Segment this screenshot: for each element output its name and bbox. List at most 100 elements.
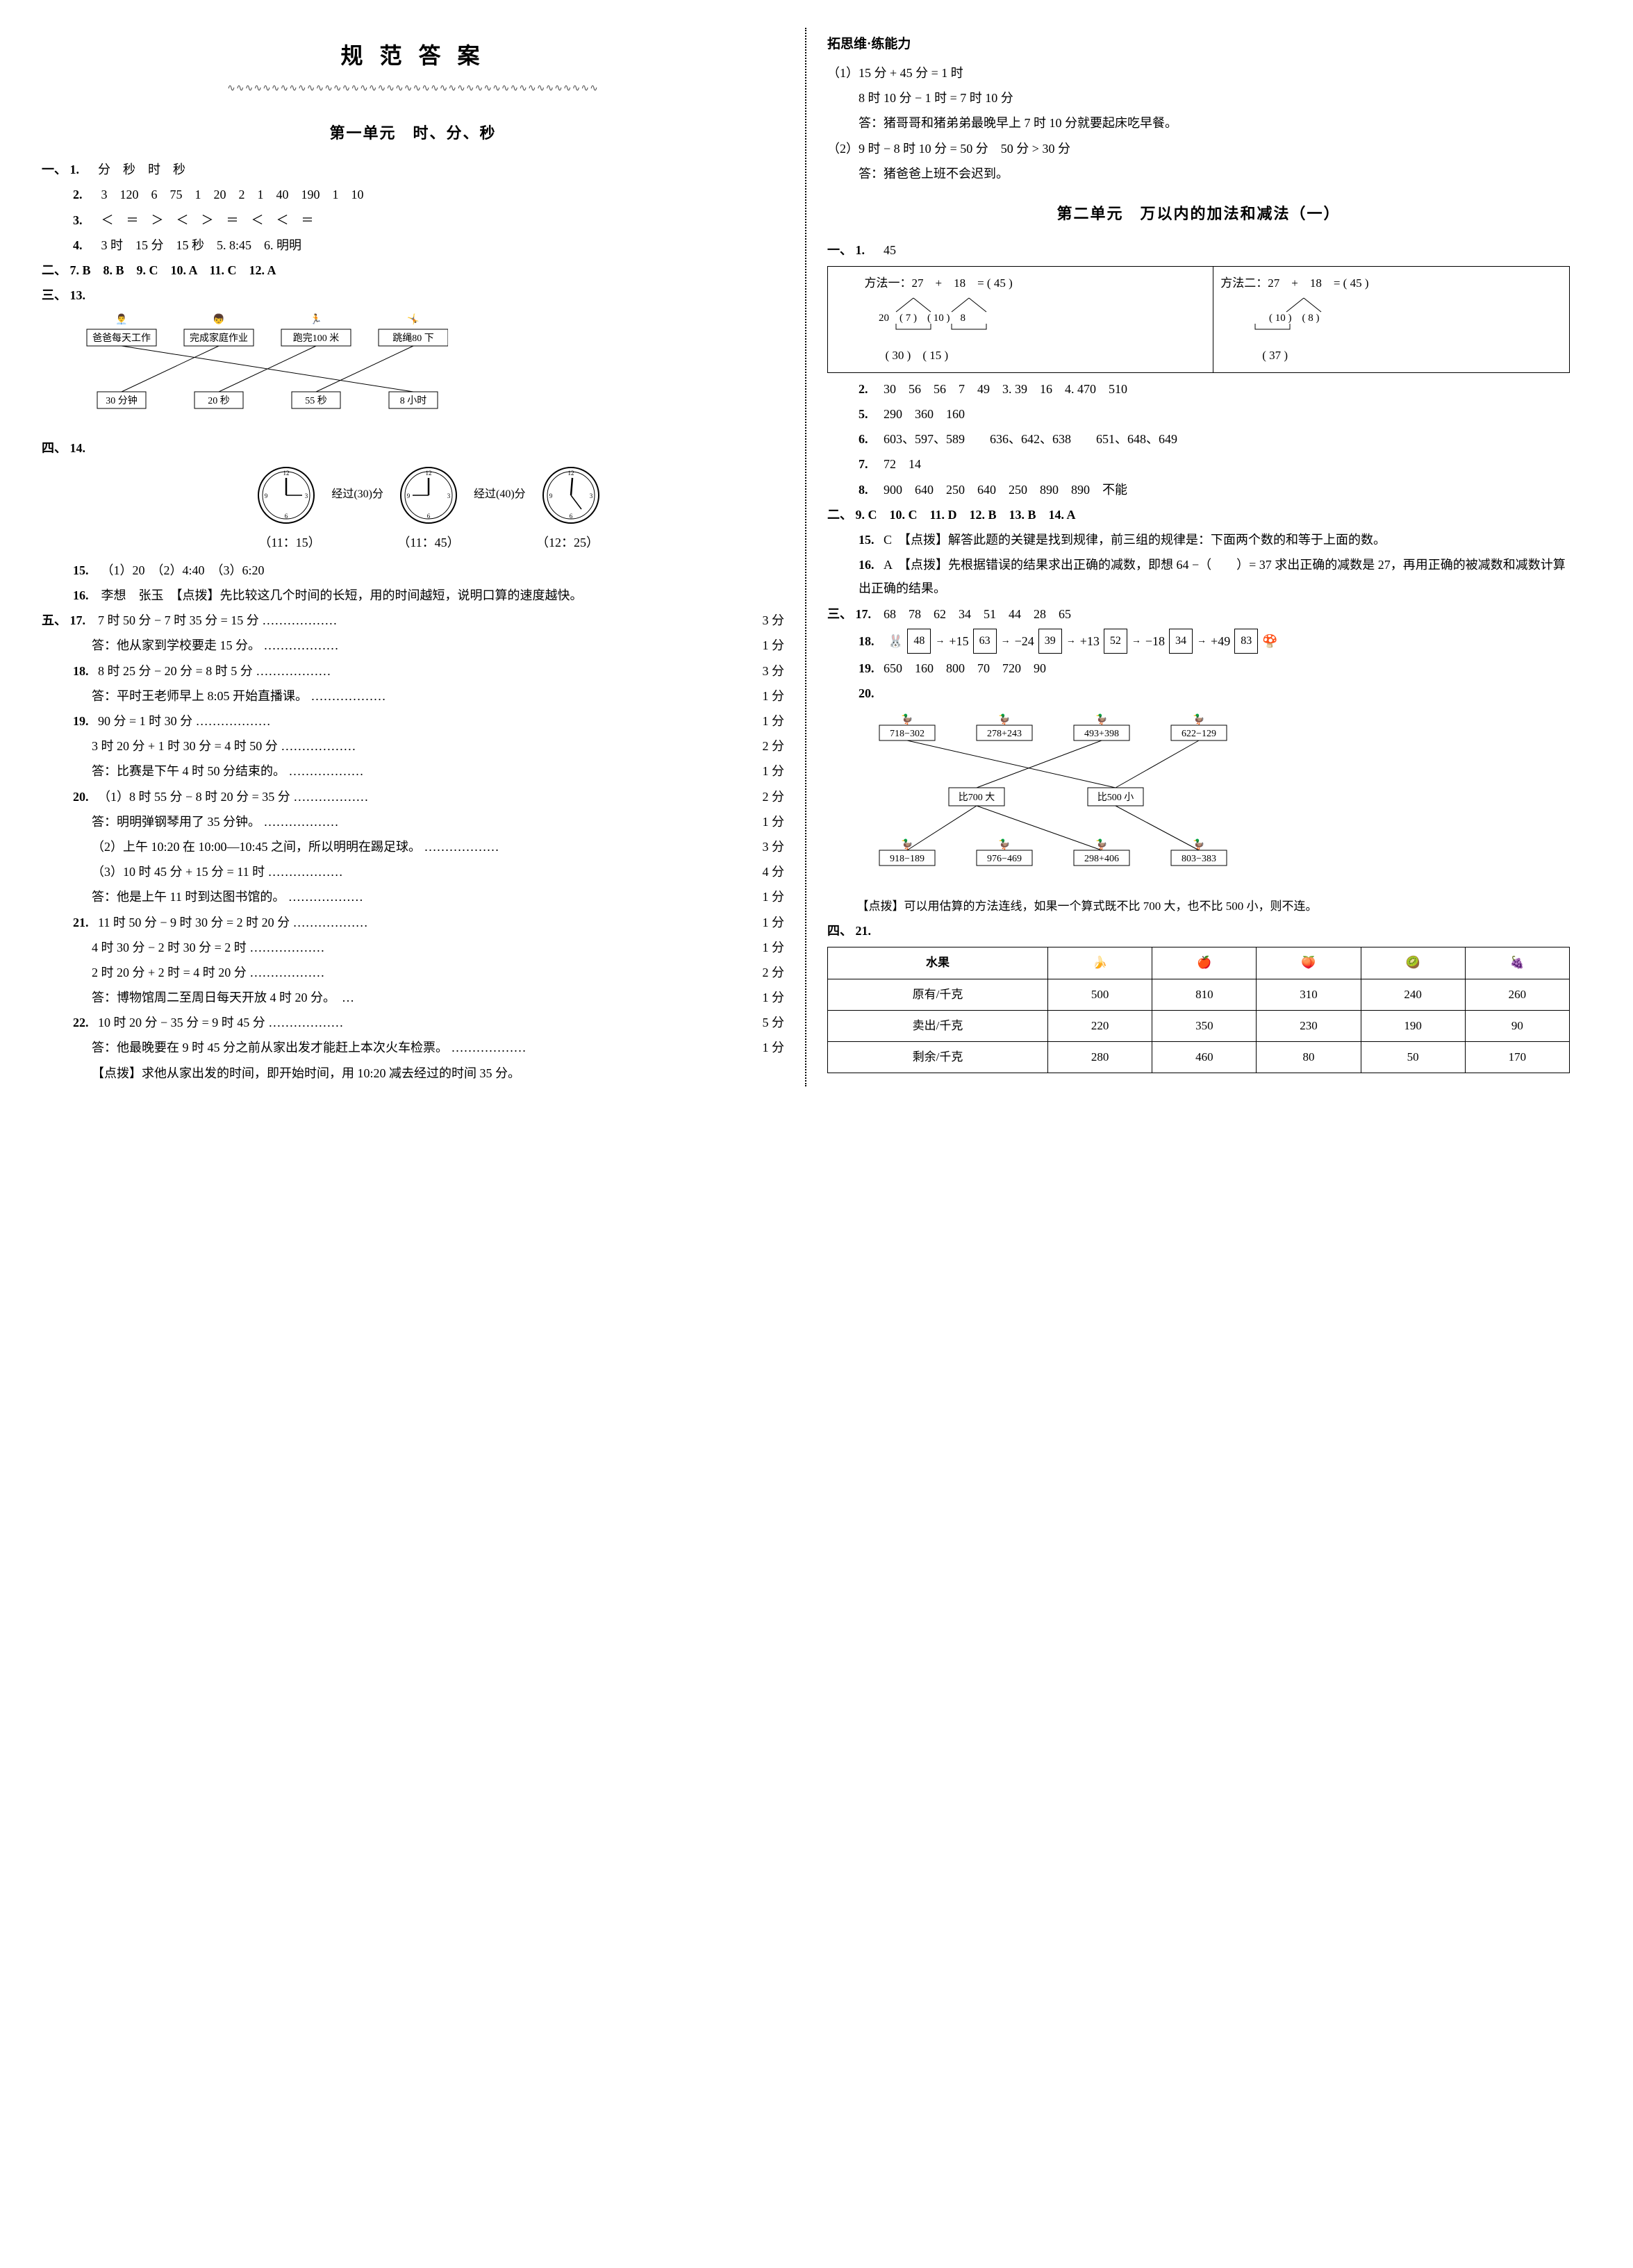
m1-head: 方法一：27 + 18 = ( 45 ) <box>865 272 1207 295</box>
sec-label: 四、 <box>827 924 852 938</box>
q-val: 3 120 6 75 1 20 2 1 40 190 1 10 <box>101 188 364 201</box>
u1-s5-q20b: 答：明明弹钢琴用了 35 分钟。1 分 <box>42 810 784 834</box>
q-num: 1. <box>70 158 95 181</box>
q-val: 650 160 800 70 720 90 <box>884 661 1046 675</box>
q-text: 10 时 20 分 − 35 分 = 9 时 45 分 <box>98 1016 343 1029</box>
unit1-title: 第一单元 时、分、秒 <box>42 119 784 148</box>
svg-text:12: 12 <box>283 470 290 477</box>
td: 260 <box>1465 979 1569 1010</box>
svg-text:6: 6 <box>569 513 572 520</box>
u1-s5-q19b: 3 时 20 分 + 1 时 30 分 = 4 时 50 分2 分 <box>42 734 784 758</box>
u1-s4: 四、 14. <box>42 436 784 460</box>
svg-text:比700 大: 比700 大 <box>959 792 995 803</box>
td: 170 <box>1465 1042 1569 1073</box>
u1-s5-q17b: 答：他从家到学校要走 15 分。1 分 <box>42 634 784 657</box>
q-num: 17. <box>70 609 95 632</box>
svg-text:比500 小: 比500 小 <box>1097 792 1134 803</box>
u1-s5-q22a: 22.10 时 20 分 − 35 分 = 9 时 45 分5 分 <box>42 1011 784 1034</box>
u1-s5-q22b: 答：他最晚要在 9 时 45 分之前从家出发才能赶上本次火车检票。1 分 <box>42 1036 784 1059</box>
score: 3 分 <box>763 835 785 859</box>
u2-q16: 16.A 【点拨】先根据错误的结果求出正确的减数，即想 64 −（ ）= 37 … <box>827 553 1570 600</box>
q-text: 答：平时王老师早上 8:05 开始直播课。 <box>92 689 386 703</box>
clock-time: （11：15） <box>258 531 321 554</box>
score: 1 分 <box>763 911 785 934</box>
svg-text:9: 9 <box>549 492 552 499</box>
svg-text:🦆: 🦆 <box>901 838 913 850</box>
score: 3 分 <box>763 609 785 632</box>
q-val: 9. C 10. C 11. D 12. B 13. B 14. A <box>856 503 1076 527</box>
arrow-icon: → <box>1197 632 1207 651</box>
q13-figure: 👨‍💼👦🏃🤸 爸爸每天工作 完成家庭作业 跑完100 米 跳绳80 下 30 分… <box>42 308 784 434</box>
arrow-icon: → <box>935 632 945 651</box>
svg-text:🦆: 🦆 <box>1095 838 1107 850</box>
u2-q6: 6.603、597、589 636、642、638 651、648、649 <box>827 427 1570 451</box>
u1-s5-q19c: 答：比赛是下午 4 时 50 分结束的。1 分 <box>42 759 784 783</box>
q-num: 19. <box>859 656 884 680</box>
th: 🍎 <box>1152 947 1257 979</box>
chain-box: 48 <box>907 629 931 654</box>
chain-op: +13 <box>1080 629 1100 653</box>
svg-text:🦆: 🦆 <box>998 713 1010 725</box>
table-row: 卖出/千克 220 350 230 190 90 <box>828 1010 1570 1041</box>
q20-hint: 【点拨】可以用估算的方法连线，如果一个算式既不比 700 大，也不比 500 小… <box>827 895 1570 918</box>
split-diagram: ( 10 ) ( 8 ) <box>1220 295 1345 336</box>
ext-p1c: 答：猪哥哥和猪弟弟最晚早上 7 时 10 分就要起床吃早餐。 <box>827 111 1570 135</box>
u2-s4: 四、 21. <box>827 919 1570 943</box>
arrow-icon: → <box>1132 632 1141 651</box>
q-num: 18. <box>73 659 98 683</box>
td: 500 <box>1048 979 1152 1010</box>
u1-s5-q21b: 4 时 30 分 − 2 时 30 分 = 2 时1 分 <box>42 936 784 959</box>
title-ornament: ∿∿∿∿∿∿∿∿∿∿∿∿∿∿∿∿∿∿∿∿∿∿∿∿∿∿∿∿∿∿∿∿∿∿∿∿∿∿∿∿… <box>42 80 784 99</box>
q-val: A 【点拨】先根据错误的结果求出正确的减数，即想 64 −（ ）= 37 求出正… <box>859 558 1566 595</box>
left-column: 规 范 答 案 ∿∿∿∿∿∿∿∿∿∿∿∿∿∿∿∿∿∿∿∿∿∿∿∿∿∿∿∿∿∿∿∿… <box>42 28 784 1086</box>
svg-text:30 分钟: 30 分钟 <box>106 395 138 406</box>
u1-s5-q20d: （3）10 时 45 分 + 15 分 = 11 时4 分 <box>42 860 784 884</box>
score: 1 分 <box>763 684 785 708</box>
ext-p2b: 答：猪爸爸上班不会迟到。 <box>827 162 1570 185</box>
q-text: 90 分 = 1 时 30 分 <box>98 714 271 728</box>
u2-q5: 5.290 360 160 <box>827 402 1570 426</box>
arrow-icon: → <box>1066 632 1076 651</box>
right-column: 拓思维·练能力 （1）15 分 + 45 分 = 1 时 8 时 10 分 − … <box>827 28 1570 1086</box>
svg-text:🦆: 🦆 <box>1095 713 1107 725</box>
u2-q19: 19.650 160 800 70 720 90 <box>827 656 1570 680</box>
svg-text:3: 3 <box>589 492 592 499</box>
svg-text:918−189: 918−189 <box>890 854 925 864</box>
sec-label: 五、 <box>42 613 67 627</box>
q-text: 7 时 50 分 − 7 时 35 分 = 15 分 <box>98 613 337 627</box>
td: 810 <box>1152 979 1257 1010</box>
score: 1 分 <box>763 709 785 733</box>
td: 310 <box>1257 979 1361 1010</box>
u1-s5-q18b: 答：平时王老师早上 8:05 开始直播课。 1 分 <box>42 684 784 708</box>
clock-time: （11：45） <box>397 531 460 554</box>
q-num: 21. <box>73 911 98 934</box>
q-val: 900 640 250 640 250 890 890 不能 <box>884 483 1127 497</box>
u1-s5-q20c: （2）上午 10:20 在 10:00—10:45 之间，所以明明在踢足球。3 … <box>42 835 784 859</box>
q-val: 603、597、589 636、642、638 651、648、649 <box>884 432 1177 446</box>
score: 1 分 <box>763 759 785 783</box>
svg-text:👦: 👦 <box>213 313 224 325</box>
m2-head: 方法二：27 + 18 = ( 45 ) <box>1220 272 1562 295</box>
q-num: 17. <box>856 602 881 626</box>
split-diagram: 20 ( 7 ) ( 10 ) 8 <box>865 295 1018 336</box>
q-num: 16. <box>73 583 98 607</box>
svg-text:👨‍💼: 👨‍💼 <box>115 313 127 325</box>
pass-label: 经过(40)分 <box>474 484 526 505</box>
q-num: 22. <box>73 1011 98 1034</box>
u2-s3-q17: 三、 17. 68 78 62 34 51 44 28 65 <box>827 602 1570 626</box>
score: 4 分 <box>763 860 785 884</box>
chain-box: 34 <box>1169 629 1193 654</box>
td: 350 <box>1152 1010 1257 1041</box>
u1-s1-q2: 2. 3 120 6 75 1 20 2 1 40 190 1 10 <box>42 183 784 206</box>
svg-text:🦆: 🦆 <box>998 838 1010 850</box>
svg-text:8 小时: 8 小时 <box>400 395 427 406</box>
score: 1 分 <box>763 634 785 657</box>
method-1: 方法一：27 + 18 = ( 45 ) 20 ( 7 ) ( 10 ) 8 (… <box>858 267 1213 372</box>
sec-label: 三、 <box>42 288 67 302</box>
chain-box: 63 <box>973 629 997 654</box>
svg-text:跑完100 米: 跑完100 米 <box>293 333 340 344</box>
sec-label: 三、 <box>827 607 852 621</box>
u1-s5-q21d: 答：博物馆周二至周日每天开放 4 时 20 分。 … 1 分 <box>42 986 784 1009</box>
score: 3 分 <box>763 659 785 683</box>
u1-s5-q20a: 20.（1）8 时 55 分 − 8 时 20 分 = 35 分2 分 <box>42 785 784 809</box>
